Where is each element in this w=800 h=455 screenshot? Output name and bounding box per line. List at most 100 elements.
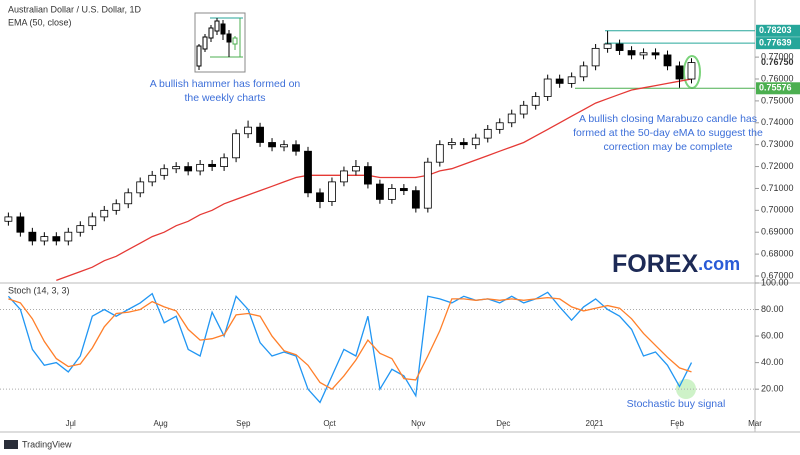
annotation: Stochastic buy signal bbox=[627, 398, 726, 410]
candle-body bbox=[148, 174, 157, 183]
candle-body bbox=[196, 163, 205, 172]
y-tick-label: 80.00 bbox=[761, 304, 784, 314]
y-tick-label: 0.73000 bbox=[761, 139, 794, 149]
annotation: the weekly charts bbox=[184, 92, 265, 104]
candle-body bbox=[4, 216, 13, 222]
candle-body bbox=[507, 113, 516, 124]
x-tick-label: Feb bbox=[670, 419, 684, 428]
annotation: formed at the 50-day eMA to suggest the bbox=[573, 127, 763, 139]
candle-body bbox=[220, 157, 229, 167]
y-tick-label: 0.67000 bbox=[761, 270, 794, 280]
logo-main: FOREX bbox=[612, 250, 698, 278]
candle-body bbox=[352, 166, 360, 172]
annotation: correction may be complete bbox=[604, 141, 733, 153]
candle-body bbox=[387, 188, 396, 200]
y-tick-label: 0.75000 bbox=[761, 95, 794, 105]
candle-body bbox=[627, 50, 636, 56]
candle-body bbox=[184, 166, 193, 172]
candle-body bbox=[483, 128, 492, 139]
y-tick-label: 0.68000 bbox=[761, 248, 794, 258]
candle-body bbox=[244, 126, 252, 135]
x-tick-label: Aug bbox=[153, 419, 167, 428]
candle-body bbox=[100, 209, 109, 218]
candle-body bbox=[411, 190, 420, 209]
level-badge bbox=[756, 37, 800, 50]
y-tick-label: 100.00 bbox=[761, 277, 789, 287]
y-tick-label: 0.70000 bbox=[761, 205, 794, 215]
y-tick-label: 60.00 bbox=[761, 330, 784, 340]
x-tick-label: Jul bbox=[66, 419, 76, 428]
candle-body bbox=[16, 216, 25, 233]
series-line bbox=[56, 78, 692, 282]
candle-body bbox=[423, 161, 432, 209]
chart-title: Australian Dollar / U.S. Dollar, 1D bbox=[8, 4, 142, 14]
candle-body bbox=[280, 144, 288, 148]
hammer-inset bbox=[194, 12, 246, 73]
pane-title: Stoch (14, 3, 3) bbox=[8, 285, 70, 295]
candle-body bbox=[687, 62, 696, 80]
candle-body bbox=[543, 78, 552, 97]
candle-body bbox=[136, 181, 145, 194]
candle-body bbox=[40, 236, 49, 242]
x-tick-label: Oct bbox=[323, 419, 336, 428]
candle-body bbox=[76, 225, 85, 233]
inset-candles bbox=[196, 18, 238, 70]
candle-body bbox=[88, 216, 97, 227]
candle-body bbox=[459, 142, 468, 146]
series-line bbox=[8, 296, 692, 391]
candle-body bbox=[64, 231, 73, 242]
candle-body bbox=[675, 65, 684, 80]
candle-body bbox=[304, 150, 312, 194]
candle-body bbox=[399, 188, 408, 192]
candle-body bbox=[208, 163, 217, 167]
candle-body bbox=[603, 43, 612, 49]
level-label: 0.75576 bbox=[759, 83, 792, 93]
annotation: A bullish closing Marabuzo candle has bbox=[579, 113, 757, 125]
candle-body bbox=[495, 122, 504, 130]
candle-body bbox=[160, 168, 169, 176]
candle-body bbox=[447, 142, 456, 146]
level-label: 0.76750 bbox=[761, 57, 794, 67]
candle-body bbox=[232, 133, 240, 159]
y-tick-label: 0.74000 bbox=[761, 117, 794, 127]
candle-body bbox=[28, 231, 37, 242]
y-tick-label: 40.00 bbox=[761, 357, 784, 367]
brand: TradingView bbox=[22, 439, 72, 449]
brand-icon bbox=[4, 440, 18, 449]
candle-body bbox=[651, 52, 660, 56]
legend-entry: EMA (50, close) bbox=[8, 17, 72, 27]
y-tick-label: 20.00 bbox=[761, 384, 784, 394]
level-badge bbox=[756, 82, 800, 95]
candle-body bbox=[663, 54, 672, 67]
candle-body bbox=[519, 104, 528, 115]
candle-body bbox=[112, 203, 121, 211]
candle-body bbox=[531, 96, 540, 106]
candle-body bbox=[172, 166, 181, 170]
logo-suffix: .com bbox=[698, 254, 740, 274]
candle-body bbox=[579, 65, 588, 78]
y-tick-label: 0.71000 bbox=[761, 183, 794, 193]
candle-body bbox=[124, 192, 133, 205]
candle-body bbox=[364, 166, 372, 185]
x-tick-label: Mar bbox=[748, 419, 762, 428]
candle-body bbox=[328, 181, 336, 202]
candle-body bbox=[567, 76, 576, 84]
candle-body bbox=[375, 183, 384, 200]
candle-body bbox=[471, 137, 480, 146]
candle-body bbox=[615, 43, 624, 51]
candle-body bbox=[555, 78, 564, 84]
candle-body bbox=[316, 192, 324, 202]
candle-body bbox=[435, 144, 444, 163]
x-tick-label: Dec bbox=[496, 419, 510, 428]
level-badge bbox=[756, 24, 800, 37]
x-tick-label: Sep bbox=[236, 419, 251, 428]
level-label: 0.77639 bbox=[759, 38, 792, 48]
candle-body bbox=[340, 170, 348, 183]
y-tick-label: 0.69000 bbox=[761, 227, 794, 237]
candle-body bbox=[268, 142, 276, 148]
candle-body bbox=[591, 47, 600, 67]
y-tick-label: 0.76000 bbox=[761, 73, 794, 83]
candle-body bbox=[639, 52, 648, 56]
